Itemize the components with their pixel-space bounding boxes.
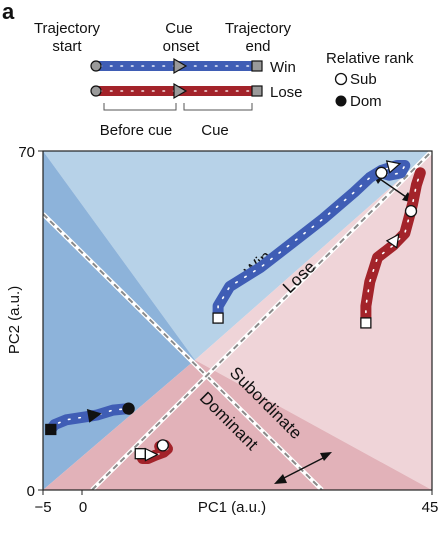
x-tick-label-max: 45 [422,499,439,516]
sub-start-marker [134,448,146,460]
schematic-end-square [251,60,263,72]
schematic: Trajectory start Cue onset Trajectory en… [34,20,303,139]
boundary-diagonal-dash [91,151,432,490]
lose-region [195,151,432,490]
schematic-win-bar [90,57,263,75]
x-tick-label-zero: 0 [79,499,87,516]
series-lose [360,167,426,329]
lose-end-marker [404,204,418,218]
legend-sub-marker [334,72,348,86]
x-tick-label-min: −5 [34,499,51,516]
cue-onset-label-line2: onset [163,38,201,55]
schematic-lose-bar [90,82,263,100]
x-axis-title: PC1 (a.u.) [198,499,266,516]
cue-label: Cue [201,122,229,139]
trajectory-start-label-line2: start [52,38,82,55]
sub-end-marker [156,439,169,452]
before-cue-label: Before cue [100,122,173,139]
win-end-marker [375,166,388,179]
trajectory-lose-dots [365,172,422,324]
series-dom [45,402,135,436]
boundary-upper-dash [43,213,323,490]
legend-sub-label: Sub [350,71,377,88]
dom-start-marker [45,423,57,436]
legend-dom-label: Dom [350,93,382,110]
panel-letter: a [2,0,15,24]
legend-title: Relative rank [326,50,414,67]
before-cue-bracket [103,103,177,111]
trajectory-end-label-line1: Trajectory [225,20,292,37]
schematic-start-circle [90,60,102,72]
trajectory-layer [45,160,426,464]
trajectory-win [212,160,411,324]
sub-cue-marker [144,447,159,462]
trajectory-start-label-line1: Trajectory [34,20,101,37]
y-axis-title: PC2 (a.u.) [6,286,23,354]
lose-start-marker [360,317,372,329]
y-tick-label-min: 0 [27,483,35,500]
dom-end-marker [122,402,135,415]
dominant-side-region [43,151,195,490]
legend-dom-marker [335,95,347,107]
cue-bracket [183,103,253,111]
legend: Relative rank Sub Dom [326,50,414,110]
plot-frame [42,150,433,491]
separation-arrow-lower [274,452,332,484]
cue-onset-label-line1: Cue [165,20,193,37]
schematic-lose-label: Lose [270,84,303,101]
plot-area: Win Lose Subordinate Dominant −5 0 45 0 … [6,144,438,516]
schematic-cue-triangle [173,57,188,75]
series-sub [134,439,173,464]
win-cue-marker [385,160,402,174]
y-tick-label-max: 70 [18,144,35,161]
schematic-win-label: Win [270,59,296,76]
lose-cue-marker [385,233,400,249]
trajectory-end-label-line2: end [245,38,270,55]
dom-cue-marker [86,409,102,423]
win-start-marker [212,312,224,324]
series-win [212,160,411,324]
